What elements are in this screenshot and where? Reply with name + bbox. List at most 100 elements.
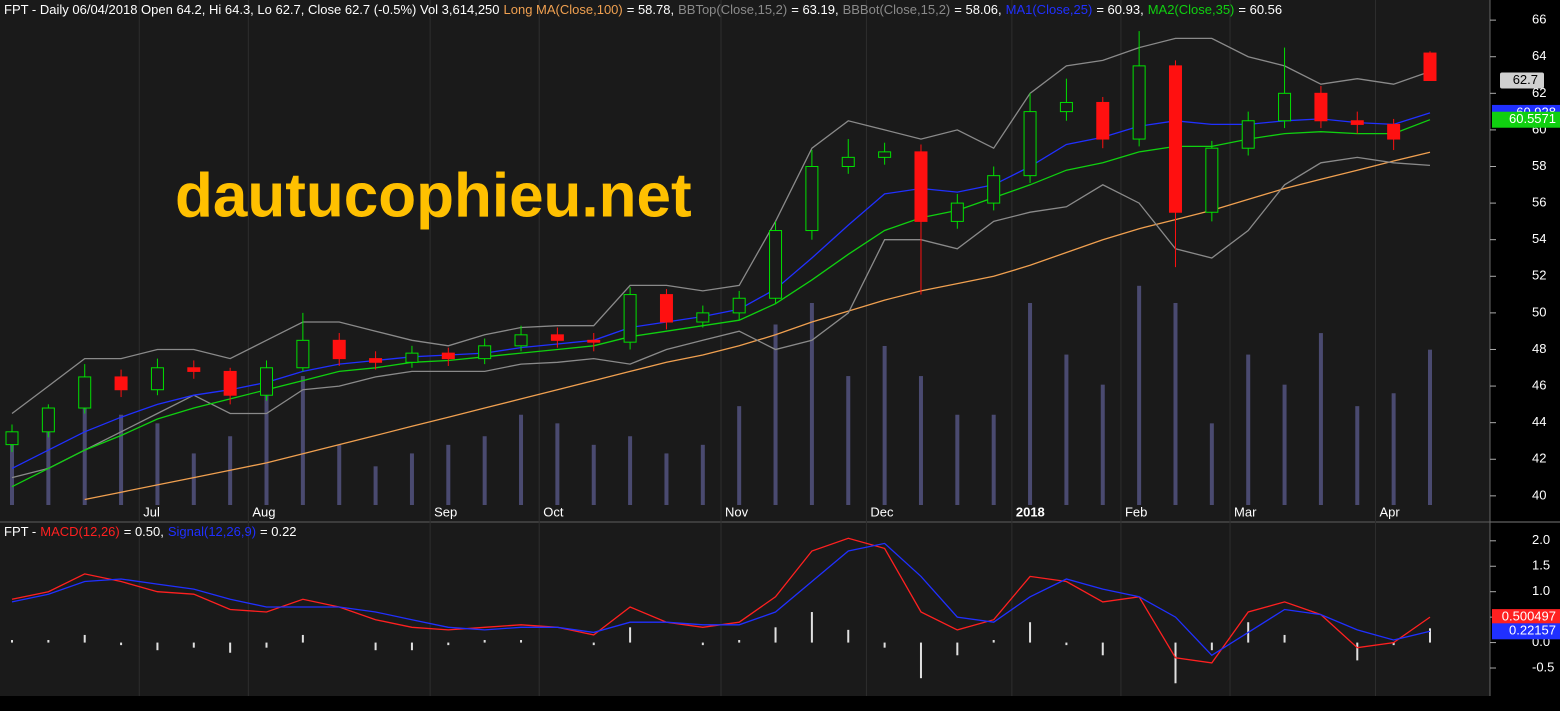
watermark: dautucophieu.net xyxy=(175,161,692,230)
volume-bar xyxy=(191,453,196,505)
candle-body xyxy=(732,297,746,314)
legend-value: = 63.19, xyxy=(791,2,839,17)
volume-bar xyxy=(446,444,451,505)
volume-bar xyxy=(1246,354,1251,505)
candle-body xyxy=(1168,65,1182,213)
candle-body xyxy=(114,376,128,391)
candle-body xyxy=(1023,111,1037,177)
candle-body xyxy=(659,294,673,323)
legend-value: = 58.78, xyxy=(626,2,675,17)
volume-bar xyxy=(264,393,269,505)
y-tick-label: -0.5 xyxy=(1532,659,1554,674)
x-tick-label: Mar xyxy=(1234,504,1257,519)
candle-body xyxy=(623,294,637,343)
panel-prefix: FPT - xyxy=(4,524,37,539)
legend-name: BBTop(Close,15,2) xyxy=(678,2,788,17)
volume-bar xyxy=(846,376,851,505)
value-tag: 0.22157 xyxy=(1509,623,1556,638)
candle-body xyxy=(696,312,710,323)
candle-body xyxy=(78,376,92,409)
candle-body xyxy=(1278,92,1292,122)
legend-value: = 58.06, xyxy=(954,2,1002,17)
x-tick-label: Nov xyxy=(725,504,749,519)
candle-body xyxy=(914,151,928,222)
legend-name: BBBot(Close,15,2) xyxy=(842,2,951,17)
volume-bar xyxy=(300,376,305,505)
legend-name: MA2(Close,35) xyxy=(1147,2,1235,17)
volume-bar xyxy=(628,436,633,505)
candle-body xyxy=(878,151,892,158)
x-tick-label: Oct xyxy=(543,504,564,519)
candle-body xyxy=(478,345,492,360)
volume-bar xyxy=(10,444,14,505)
x-tick-label: Dec xyxy=(870,504,894,519)
volume-bar xyxy=(809,303,814,505)
macd-header: FPT - MACD(12,26) = 0.50, Signal(12,26,9) = … xyxy=(4,524,301,539)
legend-value: = 60.56 xyxy=(1238,2,1283,17)
value-tag-box xyxy=(1492,623,1560,640)
candle-body xyxy=(550,334,564,341)
candle-body xyxy=(41,407,55,433)
legend-name: Signal(12,26,9) xyxy=(167,524,257,539)
volume-bar xyxy=(155,423,160,505)
volume-bar xyxy=(373,466,378,505)
info-text: FPT - Daily 06/04/2018 Open 64.2, Hi 64.… xyxy=(4,2,500,17)
candle-body xyxy=(5,431,19,446)
candle-body xyxy=(1096,101,1110,140)
volume-bar xyxy=(1391,393,1396,505)
volume-bar xyxy=(409,453,414,505)
candle-body xyxy=(332,339,346,360)
volume-bar xyxy=(664,453,669,505)
candle-body xyxy=(1423,52,1437,82)
volume-bar xyxy=(1282,384,1287,505)
volume-bar xyxy=(991,414,996,505)
series-line xyxy=(11,156,1431,479)
legend-value: = 0.22 xyxy=(260,524,297,539)
candle-body xyxy=(805,166,819,232)
volume-bar xyxy=(773,324,778,505)
volume-bar xyxy=(1355,406,1360,505)
candle-body xyxy=(1314,92,1328,122)
candle-body xyxy=(841,156,855,168)
candle-body xyxy=(769,230,783,299)
x-tick-label: Apr xyxy=(1379,504,1400,519)
candle-body xyxy=(150,367,164,391)
legend-name: MACD(12,26) xyxy=(40,524,120,539)
volume-bar xyxy=(46,423,51,505)
legend-value: = 0.50, xyxy=(123,524,164,539)
volume-bar xyxy=(700,444,705,505)
candle-body xyxy=(987,175,1001,204)
volume-bar xyxy=(918,376,923,505)
y-tick-label: 58 xyxy=(1532,158,1546,173)
candle-body xyxy=(260,367,274,396)
candle-body xyxy=(1350,120,1364,125)
legend-name: Long MA(Close,100) xyxy=(503,2,623,17)
y-tick-label: 48 xyxy=(1532,341,1546,356)
candle-body xyxy=(405,352,419,363)
close-tag-box xyxy=(1500,72,1544,89)
y-tick-label: 1.5 xyxy=(1532,558,1550,573)
volume-bar xyxy=(1428,349,1432,505)
y-tick-label: 40 xyxy=(1532,487,1546,502)
y-tick-label: 50 xyxy=(1532,304,1546,319)
value-tag: 0.500497 xyxy=(1502,609,1556,624)
volume-bar xyxy=(337,444,342,505)
candle-body xyxy=(950,202,964,222)
y-tick-label: 66 xyxy=(1532,12,1546,27)
volume-bar xyxy=(955,414,960,505)
volume-bar xyxy=(519,414,524,505)
candle-body xyxy=(587,339,601,343)
volume-bar xyxy=(882,345,887,505)
candle-body xyxy=(296,339,310,369)
value-tag: 60.5571 xyxy=(1509,111,1556,126)
candle-body xyxy=(514,334,528,347)
volume-bar xyxy=(555,423,560,505)
y-tick-label: 42 xyxy=(1532,451,1546,466)
candle-body xyxy=(1387,123,1401,140)
y-tick-label: 46 xyxy=(1532,378,1546,393)
price-header: FPT - Daily 06/04/2018 Open 64.2, Hi 64.… xyxy=(4,2,1286,17)
price-panel xyxy=(0,0,1490,521)
y-tick-label: 2.0 xyxy=(1532,532,1550,547)
